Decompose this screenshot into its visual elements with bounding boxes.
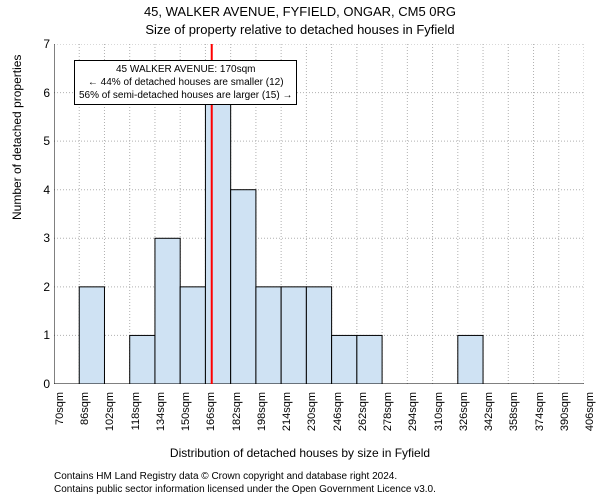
bar (332, 335, 357, 384)
x-tick: 374sqm (534, 392, 546, 440)
chart-container: 45, WALKER AVENUE, FYFIELD, ONGAR, CM5 0… (0, 0, 600, 500)
x-tick: 102sqm (104, 392, 116, 440)
bar (155, 238, 180, 384)
x-axis-label: Distribution of detached houses by size … (0, 446, 600, 460)
info-line-2: ← 44% of detached houses are smaller (12… (79, 76, 292, 89)
chart-title-main: 45, WALKER AVENUE, FYFIELD, ONGAR, CM5 0… (0, 4, 600, 19)
bar (79, 287, 104, 384)
y-axis-label: Number of detached properties (10, 55, 24, 220)
footer-line-1: Contains HM Land Registry data © Crown c… (54, 470, 436, 483)
y-tick: 3 (30, 231, 50, 245)
y-tick: 1 (30, 328, 50, 342)
footer-line-2: Contains public sector information licen… (54, 483, 436, 496)
x-tick: 294sqm (407, 392, 419, 440)
bar (256, 287, 281, 384)
x-tick: 166sqm (205, 392, 217, 440)
x-tick: 262sqm (357, 392, 369, 440)
info-box: 45 WALKER AVENUE: 170sqm ← 44% of detach… (74, 60, 297, 105)
x-tick: 390sqm (559, 392, 571, 440)
x-tick: 86sqm (79, 392, 91, 440)
x-tick: 342sqm (483, 392, 495, 440)
y-tick: 5 (30, 134, 50, 148)
bars (79, 93, 483, 384)
y-tick: 0 (30, 377, 50, 391)
x-tick: 118sqm (130, 392, 142, 440)
x-tick: 70sqm (54, 392, 66, 440)
x-tick: 182sqm (231, 392, 243, 440)
x-tick: 134sqm (155, 392, 167, 440)
x-tick: 406sqm (584, 392, 596, 440)
x-tick: 198sqm (256, 392, 268, 440)
footer-attribution: Contains HM Land Registry data © Crown c… (54, 470, 436, 496)
y-tick: 6 (30, 86, 50, 100)
y-tick: 4 (30, 183, 50, 197)
y-tick: 2 (30, 280, 50, 294)
x-tick: 150sqm (180, 392, 192, 440)
bar (180, 287, 205, 384)
bar (306, 287, 331, 384)
bar (281, 287, 306, 384)
bar (130, 335, 155, 384)
x-tick: 214sqm (281, 392, 293, 440)
info-line-1: 45 WALKER AVENUE: 170sqm (79, 63, 292, 76)
chart-title-sub: Size of property relative to detached ho… (0, 22, 600, 37)
x-tick: 358sqm (508, 392, 520, 440)
info-line-3: 56% of semi-detached houses are larger (… (79, 89, 292, 102)
x-tick: 246sqm (332, 392, 344, 440)
bar (357, 335, 382, 384)
x-tick: 230sqm (306, 392, 318, 440)
bar (458, 335, 483, 384)
bar (231, 190, 256, 384)
x-tick: 310sqm (433, 392, 445, 440)
x-tick: 326sqm (458, 392, 470, 440)
y-tick: 7 (30, 37, 50, 51)
x-tick: 278sqm (382, 392, 394, 440)
bar (205, 93, 230, 384)
